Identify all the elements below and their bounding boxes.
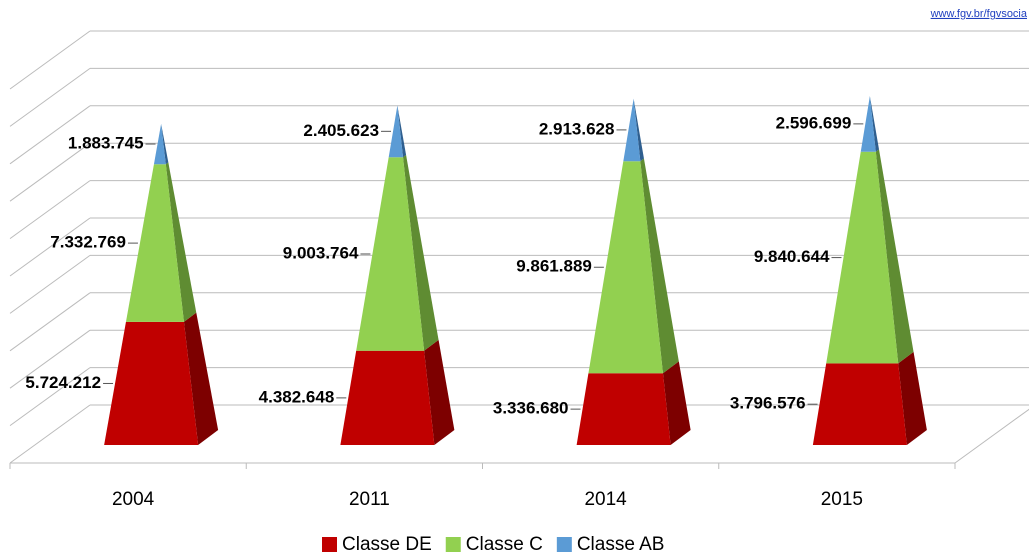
pyramid-segment	[826, 151, 899, 364]
floor-edge	[954, 408, 1029, 464]
pyramid-side	[633, 98, 644, 162]
grid-line-side	[9, 180, 91, 240]
pyramid-segment	[623, 98, 641, 162]
legend-swatch	[322, 537, 337, 552]
pyramid-segment	[576, 373, 671, 445]
grid-line-side	[9, 329, 91, 389]
grid-line-side	[9, 292, 91, 352]
pyramid-side	[183, 312, 219, 445]
grid-line-side	[9, 67, 91, 127]
value-label: 4.382.648	[259, 387, 335, 406]
legend-label: Classe DE	[342, 534, 432, 555]
pyramid-segment	[104, 321, 199, 445]
pyramid-segment	[153, 123, 166, 165]
pyramid-segment	[812, 363, 907, 445]
pyramid-segment	[356, 157, 425, 351]
pyramid-segment	[340, 350, 435, 445]
x-tick-label: 2004	[112, 489, 155, 510]
pyramid-side	[397, 105, 407, 158]
pyramid-side	[165, 162, 197, 322]
value-label: 9.861.889	[516, 257, 592, 276]
value-label: 3.336.680	[493, 399, 569, 418]
value-label: 5.724.212	[25, 373, 101, 392]
source-link: www.fgv.br/fgvsocia	[930, 8, 1028, 20]
legend-label: Classe C	[466, 534, 543, 555]
pyramid-segment	[388, 105, 404, 158]
value-label: 2.405.623	[303, 121, 379, 140]
legend-swatch	[556, 537, 572, 552]
x-tick-label: 2015	[821, 489, 863, 510]
pyramid-side	[875, 149, 914, 364]
grid-line-side	[9, 367, 91, 427]
x-tick-label: 2011	[349, 489, 390, 510]
value-label: 1.883.745	[68, 134, 144, 153]
pyramid-segment	[860, 95, 876, 152]
grid-line-side	[9, 142, 91, 202]
pyramid-side	[662, 361, 691, 445]
grid-line-side	[9, 217, 91, 277]
pyramid-segment	[125, 164, 184, 322]
value-label: 9.003.764	[283, 243, 359, 262]
value-label: 2.913.628	[539, 119, 615, 138]
pyramid-segment	[588, 161, 663, 374]
pyramid-side	[898, 351, 927, 445]
x-tick-label: 2014	[584, 489, 627, 510]
value-label: 3.796.576	[730, 394, 806, 413]
grid-line-side	[9, 404, 91, 464]
pyramid-side	[424, 339, 455, 445]
pyramid-side	[869, 95, 879, 152]
pyramid-side	[640, 158, 679, 374]
value-label: 2.596.699	[776, 113, 852, 132]
grid-line-side	[9, 105, 91, 165]
legend-label: Classe AB	[577, 534, 665, 555]
pyramid-side	[161, 123, 169, 165]
grid-line-side	[9, 30, 91, 90]
value-label: 7.332.769	[50, 233, 126, 252]
value-label: 9.840.644	[754, 247, 830, 266]
grid-line-side	[9, 254, 91, 314]
legend-swatch	[445, 537, 461, 552]
pyramid-side	[403, 154, 439, 351]
